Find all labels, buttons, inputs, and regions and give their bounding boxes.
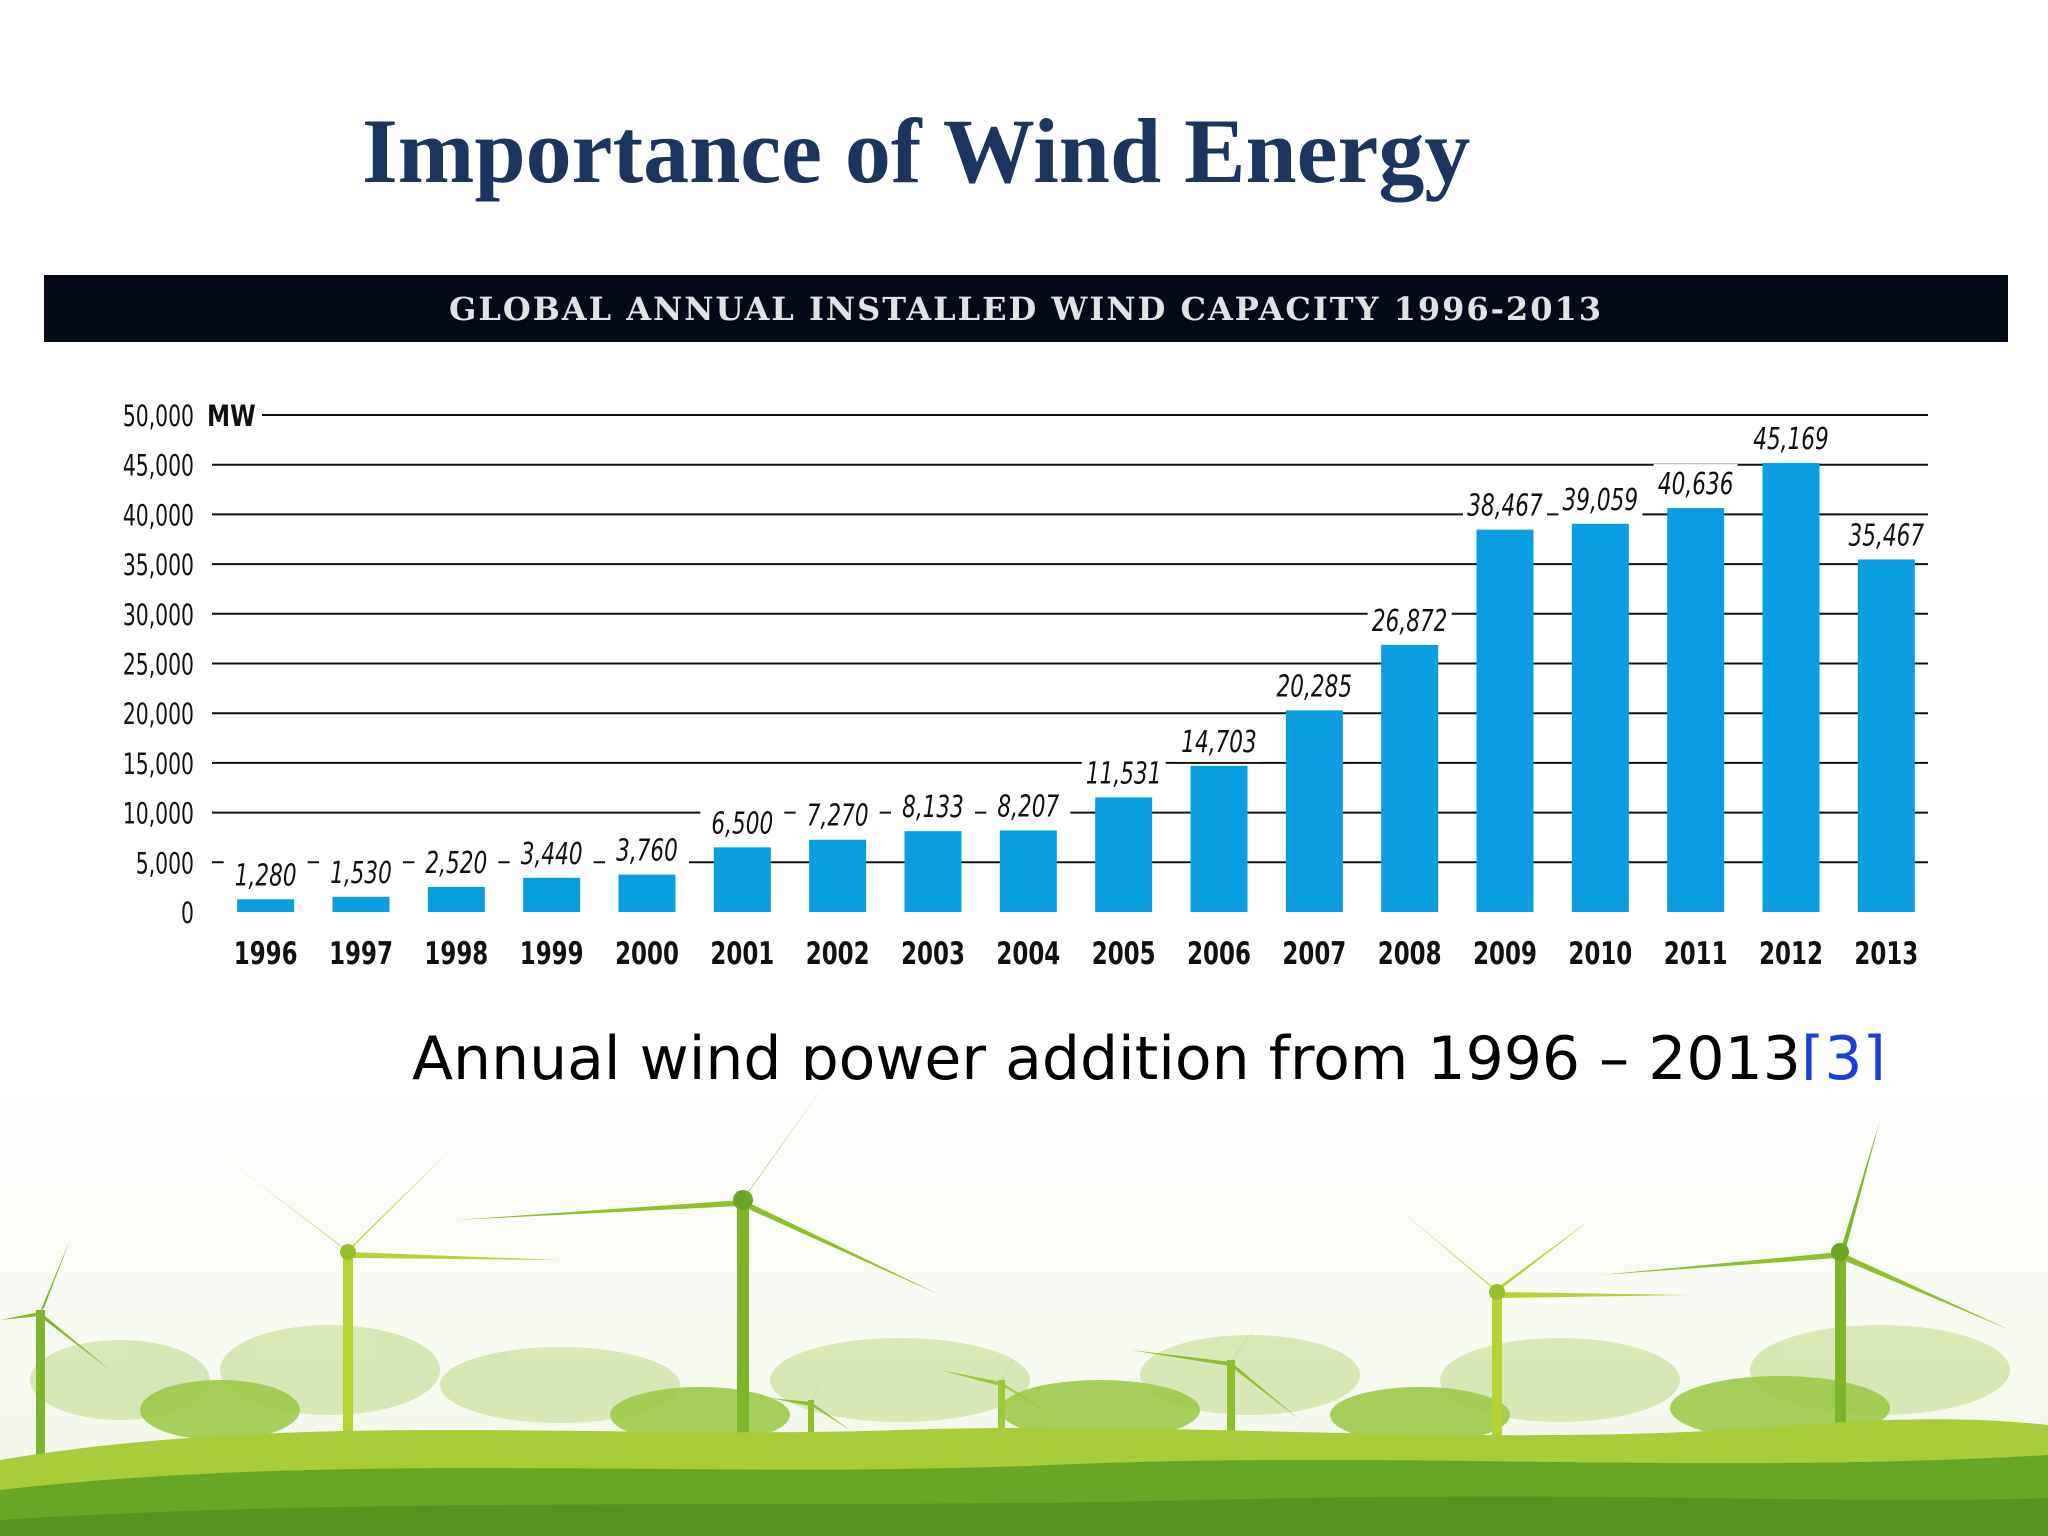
value-label-bg: [509, 833, 594, 874]
value-label: 1,530: [330, 856, 392, 890]
value-label: 2,520: [425, 847, 487, 881]
turbine-icon: [228, 1150, 560, 1500]
value-label-bg: [319, 852, 403, 893]
value-label-bg: [1367, 600, 1452, 641]
turbine-icon: [0, 1240, 110, 1500]
value-label-bg: [1463, 485, 1547, 526]
x-tick-label: 2012: [1759, 937, 1823, 972]
x-tick-label: 2013: [1854, 937, 1918, 972]
x-tick-label: 2006: [1187, 937, 1251, 972]
bar-chart: 0 5,000 10,000 15,000 20,000 25,000 30,000 35,0…: [123, 400, 1929, 972]
x-tick-label: 2007: [1282, 937, 1346, 972]
bar: [1857, 559, 1915, 912]
value-label: 1,280: [235, 859, 297, 893]
value-label: 35,467: [1849, 519, 1925, 553]
y-tick-label: 30,000: [123, 599, 194, 632]
value-label: 38,467: [1467, 489, 1543, 523]
value-label: 8,133: [902, 791, 964, 825]
value-label: 14,703: [1181, 725, 1257, 759]
slide-title: Importance of Wind Energy: [362, 100, 1471, 202]
chart-title: GLOBAL ANNUAL INSTALLED WIND CAPACITY 19…: [449, 289, 1603, 328]
bar: [427, 886, 485, 912]
value-label: 39,059: [1563, 483, 1639, 517]
value-label-bg: [795, 795, 880, 836]
bar: [1190, 765, 1248, 912]
value-label-bg: [414, 842, 499, 883]
y-tick-label: 50,000: [123, 400, 194, 433]
x-tick-label: 2011: [1664, 937, 1728, 972]
value-label-bg: [1177, 721, 1261, 762]
bar: [713, 847, 771, 912]
value-label-bg: [700, 803, 785, 844]
bar: [523, 877, 581, 912]
turbine-icon: [455, 1080, 940, 1500]
value-label-bg: [1844, 515, 1929, 556]
turbine-icon: [1130, 1290, 1300, 1500]
value-label-bg: [891, 787, 975, 828]
value-label-bg: [1653, 464, 1738, 505]
bar: [1762, 463, 1820, 912]
wind-farm-illustration: [0, 1080, 2048, 1536]
x-tick-label: 2010: [1568, 937, 1632, 972]
x-tick-label: 1997: [329, 937, 393, 972]
value-label: 8,207: [997, 790, 1059, 824]
value-label: 11,531: [1086, 757, 1162, 791]
y-tick-label: 5,000: [136, 848, 194, 881]
bar: [1667, 508, 1725, 912]
turbine-icon: [1600, 1120, 2010, 1500]
bar: [809, 839, 867, 912]
value-label-bg: [1558, 479, 1643, 520]
value-label: 7,270: [807, 799, 869, 833]
y-tick-label: 10,000: [123, 798, 194, 831]
bar: [1476, 529, 1534, 912]
y-tick-label: 35,000: [123, 549, 194, 582]
x-tick-label: 2009: [1473, 937, 1537, 972]
bar: [999, 830, 1057, 912]
value-label: 3,760: [616, 834, 678, 868]
value-label: 26,872: [1372, 604, 1448, 638]
bar: [618, 874, 676, 912]
x-tick-label: 2003: [901, 937, 965, 972]
value-label-bg: [986, 786, 1071, 827]
x-tick-label: 2001: [710, 937, 774, 972]
value-label: 40,636: [1658, 468, 1734, 502]
bar: [1381, 644, 1439, 912]
bar: [1285, 710, 1343, 912]
value-label: 3,440: [521, 837, 583, 871]
value-label: 45,169: [1753, 423, 1829, 457]
value-label-bg: [1749, 419, 1833, 460]
x-tick-label: 2004: [996, 937, 1060, 972]
value-label-bg: [223, 855, 308, 896]
x-tick-label: 2005: [1092, 937, 1156, 972]
value-label-bg: [605, 830, 689, 871]
y-tick-label: 25,000: [123, 649, 194, 682]
x-tick-label: 1996: [234, 937, 298, 972]
x-tick-label: 2008: [1378, 937, 1442, 972]
y-tick-label: 0: [181, 897, 194, 930]
bar: [1571, 523, 1629, 912]
chart-title-banner: GLOBAL ANNUAL INSTALLED WIND CAPACITY 19…: [44, 275, 2008, 342]
bar: [1095, 797, 1153, 912]
x-tick-label: 2002: [806, 937, 870, 972]
x-tick-label: 1999: [520, 937, 584, 972]
y-tick-label: 20,000: [123, 699, 194, 732]
y-tick-label: 40,000: [123, 500, 194, 533]
value-label: 20,285: [1277, 670, 1353, 704]
value-label: 6,500: [711, 807, 773, 841]
y-unit-label: MW: [207, 401, 256, 434]
x-tick-label: 2000: [615, 937, 679, 972]
x-tick-label: 1998: [424, 937, 488, 972]
bar: [237, 899, 295, 912]
bar: [904, 831, 962, 912]
value-label-bg: [1081, 753, 1166, 794]
y-tick-label: 45,000: [123, 450, 194, 483]
y-tick-label: 15,000: [123, 748, 194, 781]
bar: [332, 896, 390, 912]
value-label-bg: [1272, 666, 1357, 707]
turbine-icon: [1400, 1210, 1690, 1500]
